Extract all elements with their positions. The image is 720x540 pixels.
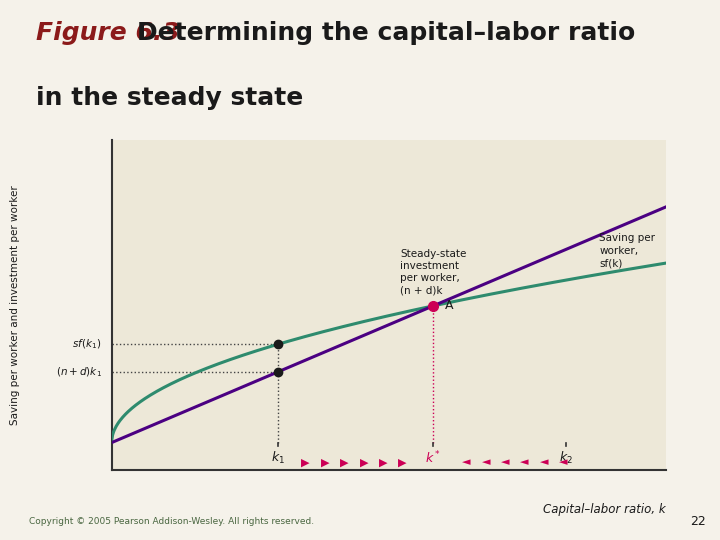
- Text: Capital–labor ratio, k: Capital–labor ratio, k: [544, 503, 666, 516]
- Text: 22: 22: [690, 515, 706, 528]
- Text: ▶: ▶: [321, 457, 329, 467]
- Text: $(n + d)k_1$: $(n + d)k_1$: [55, 365, 102, 379]
- Text: in the steady state: in the steady state: [35, 85, 303, 110]
- Text: $sf(k_1)$: $sf(k_1)$: [73, 338, 102, 351]
- Text: Figure 6.3: Figure 6.3: [35, 22, 179, 45]
- Text: Saving per
worker,
sf(k): Saving per worker, sf(k): [600, 233, 655, 268]
- Text: ▶: ▶: [359, 457, 368, 467]
- Text: ▶: ▶: [302, 457, 310, 467]
- Text: ◄: ◄: [521, 457, 529, 467]
- Text: $k^*$: $k^*$: [425, 450, 441, 467]
- Text: Copyright © 2005 Pearson Addison-Wesley. All rights reserved.: Copyright © 2005 Pearson Addison-Wesley.…: [29, 517, 314, 525]
- Text: Steady-state
investment
per worker,
(n + d)k: Steady-state investment per worker, (n +…: [400, 248, 467, 296]
- Text: ◄: ◄: [482, 457, 490, 467]
- Text: ◄: ◄: [462, 457, 471, 467]
- Text: $k_2$: $k_2$: [559, 450, 573, 466]
- Text: Saving per worker and investment per worker: Saving per worker and investment per wor…: [9, 185, 19, 425]
- Text: ▶: ▶: [398, 457, 407, 467]
- Text: Determining the capital–labor ratio: Determining the capital–labor ratio: [137, 22, 635, 45]
- Text: ▶: ▶: [379, 457, 387, 467]
- Text: ▶: ▶: [340, 457, 348, 467]
- Text: ◄: ◄: [501, 457, 510, 467]
- Text: ◄: ◄: [540, 457, 549, 467]
- Text: A: A: [446, 299, 454, 312]
- Text: ◄: ◄: [559, 457, 567, 467]
- Text: $k_1$: $k_1$: [271, 450, 285, 466]
